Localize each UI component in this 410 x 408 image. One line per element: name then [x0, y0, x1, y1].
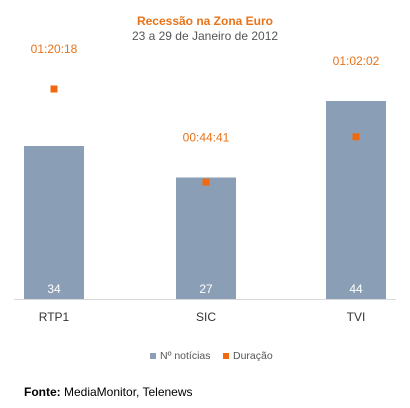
source-note: Fonte: MediaMonitor, Telenews — [24, 385, 193, 399]
duration-label: 00:44:41 — [183, 131, 230, 145]
x-tick-label: RTP1 — [39, 310, 70, 324]
x-tick-label: TVI — [347, 310, 366, 324]
legend-swatch-duracao — [223, 353, 229, 359]
bar-sic — [176, 177, 236, 299]
chart-subtitle: 23 a 29 de Janeiro de 2012 — [131, 29, 279, 43]
duration-marker-sic — [202, 178, 210, 186]
source-label: Fonte: — [24, 385, 61, 399]
duration-label: 01:02:02 — [333, 54, 380, 68]
legend-label-noticias: Nº notícias — [160, 350, 211, 362]
legend-label-duracao: Duração — [233, 350, 273, 362]
bar-value-label: 34 — [47, 282, 61, 296]
legend-swatch-noticias — [150, 353, 156, 359]
duration-marker-rtp1 — [50, 85, 58, 93]
bar-value-label: 27 — [199, 282, 213, 296]
source-text: MediaMonitor, Telenews — [60, 385, 193, 399]
x-tick-label: SIC — [196, 310, 216, 324]
bar-value-label: 44 — [349, 282, 363, 296]
bar-rtp1 — [24, 146, 84, 299]
chart-title: Recessão na Zona Euro — [136, 14, 274, 28]
duration-marker-tvi — [352, 133, 360, 141]
duration-label: 01:20:18 — [31, 42, 78, 56]
bar-tvi — [326, 101, 386, 299]
